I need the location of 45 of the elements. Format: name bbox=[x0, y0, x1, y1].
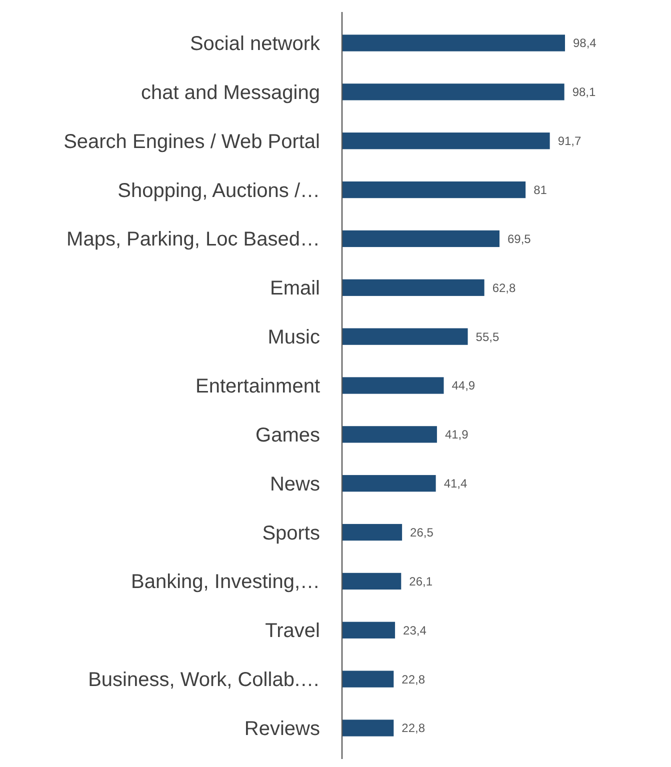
bar bbox=[342, 181, 526, 198]
data-label: 55,5 bbox=[476, 330, 500, 344]
y-tick-label: Travel bbox=[265, 620, 320, 642]
y-tick-label: Sports bbox=[262, 522, 320, 544]
y-tick-label: Business, Work, Collab.… bbox=[88, 669, 320, 692]
data-label: 26,1 bbox=[409, 574, 433, 588]
data-label: 44,9 bbox=[452, 378, 476, 393]
bar bbox=[342, 475, 436, 492]
data-label: 81 bbox=[534, 182, 548, 197]
data-label: 26,5 bbox=[410, 525, 434, 540]
data-label: 41,4 bbox=[444, 476, 468, 491]
data-label: 69,5 bbox=[508, 232, 532, 246]
data-label: 23,4 bbox=[403, 623, 427, 638]
bar bbox=[342, 132, 550, 150]
data-label: 91,7 bbox=[558, 134, 582, 148]
y-tick-label: Banking, Investing,… bbox=[131, 571, 320, 594]
data-label: 41,9 bbox=[444, 428, 469, 442]
data-label: 98,4 bbox=[573, 36, 597, 50]
bar bbox=[342, 230, 500, 248]
data-label: 98,1 bbox=[572, 85, 596, 100]
y-tick-label: Maps, Parking, Loc Based… bbox=[66, 228, 320, 251]
y-tick-label: Email bbox=[270, 278, 320, 300]
bar bbox=[342, 670, 394, 688]
y-tick-label: Games bbox=[256, 424, 320, 446]
y-tick-label: chat and Messaging bbox=[140, 82, 320, 104]
y-tick-label: Search Engines / Web Portal bbox=[64, 130, 320, 153]
bar bbox=[342, 34, 565, 52]
bar bbox=[342, 720, 394, 736]
bar bbox=[342, 622, 396, 638]
bar bbox=[342, 572, 402, 590]
data-label: 22,8 bbox=[402, 721, 426, 736]
bar bbox=[342, 84, 564, 100]
y-tick-label: Shopping, Auctions /… bbox=[118, 180, 320, 202]
bar bbox=[342, 279, 484, 296]
y-tick-label: Reviews bbox=[244, 718, 320, 740]
bar bbox=[342, 377, 444, 394]
bar bbox=[342, 524, 402, 541]
data-label: 22,8 bbox=[402, 672, 426, 686]
bar bbox=[342, 328, 468, 345]
bar bbox=[342, 426, 437, 443]
y-tick-label: Music bbox=[268, 326, 320, 349]
y-tick-label: Entertainment bbox=[195, 376, 320, 398]
y-tick-label: Social network bbox=[190, 32, 321, 55]
data-label: 62,8 bbox=[492, 280, 516, 295]
y-tick-label: News bbox=[270, 473, 320, 496]
